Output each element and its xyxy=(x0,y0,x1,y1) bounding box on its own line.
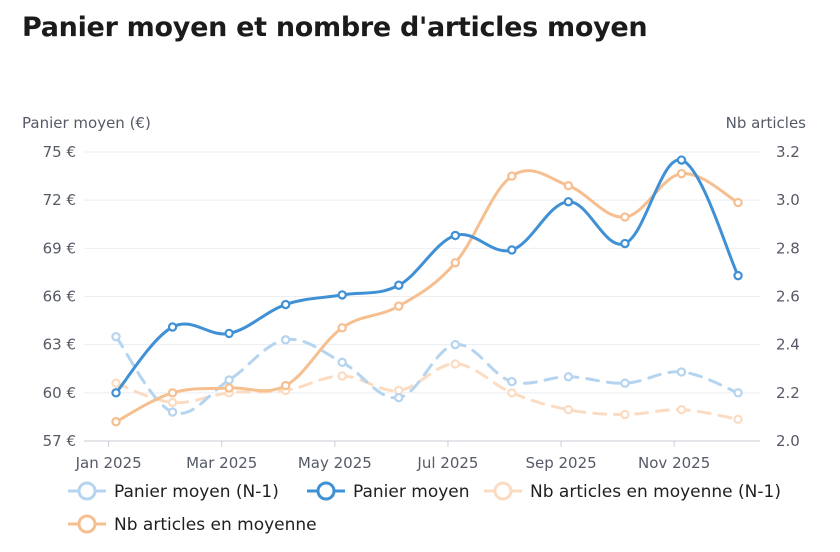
grid-lines xyxy=(84,151,760,442)
data-point[interactable] xyxy=(337,290,347,300)
legend-item[interactable]: Panier moyen xyxy=(307,481,470,502)
y-right-tick-label: 2.8 xyxy=(776,239,800,257)
data-point[interactable] xyxy=(507,171,517,181)
data-point[interactable] xyxy=(733,270,743,281)
x-tick-label: Jul 2025 xyxy=(416,454,478,472)
data-point[interactable] xyxy=(563,197,574,207)
y-left-tick-label: 66 € xyxy=(43,288,76,306)
legend-item[interactable]: Nb articles en moyenne (N-1) xyxy=(484,481,781,502)
data-point[interactable] xyxy=(111,388,121,398)
data-point[interactable] xyxy=(563,181,574,191)
y-right-axis-title: Nb articles xyxy=(726,114,807,132)
data-point[interactable] xyxy=(563,404,574,415)
data-point[interactable] xyxy=(167,397,178,408)
data-point[interactable] xyxy=(224,383,234,393)
data-point[interactable] xyxy=(111,331,121,342)
data-point[interactable] xyxy=(507,376,517,387)
x-tick-label: Sep 2025 xyxy=(525,454,596,472)
series-3 xyxy=(111,168,743,427)
x-tick-label: May 2025 xyxy=(298,454,372,472)
data-point[interactable] xyxy=(733,388,743,398)
x-tick-label: Mar 2025 xyxy=(186,454,257,472)
y-right-tick-label: 3.2 xyxy=(776,143,800,161)
data-point[interactable] xyxy=(394,301,404,311)
y-right-tick-label: 2.4 xyxy=(776,336,800,354)
legend-item[interactable]: Panier moyen (N-1) xyxy=(68,481,279,502)
legend-marker xyxy=(316,481,336,501)
data-point[interactable] xyxy=(111,417,121,427)
data-point[interactable] xyxy=(280,335,291,345)
data-point[interactable] xyxy=(620,378,630,388)
data-point[interactable] xyxy=(394,392,404,403)
y-left-tick-label: 63 € xyxy=(43,336,76,354)
data-point[interactable] xyxy=(111,378,121,388)
data-point[interactable] xyxy=(337,371,347,381)
y-left-axis-title: Panier moyen (€) xyxy=(22,114,151,132)
y-left-tick-label: 72 € xyxy=(43,191,76,209)
data-point[interactable] xyxy=(337,357,347,368)
legend-marker xyxy=(77,481,97,501)
data-point[interactable] xyxy=(620,212,630,222)
data-point[interactable] xyxy=(167,388,178,398)
data-point[interactable] xyxy=(280,380,291,391)
legend-label: Nb articles en moyenne (N-1) xyxy=(530,482,781,502)
series-line xyxy=(114,335,740,415)
chart-title: Panier moyen et nombre d'articles moyen xyxy=(22,12,648,43)
y-right-tick-label: 2.6 xyxy=(776,288,800,306)
series-line xyxy=(114,158,740,395)
y-left-tick-label: 75 € xyxy=(43,143,76,161)
series-lines xyxy=(111,155,743,427)
legend-marker xyxy=(77,514,97,534)
x-tick-label: Nov 2025 xyxy=(638,454,710,472)
data-point[interactable] xyxy=(733,414,743,425)
data-point[interactable] xyxy=(224,328,234,339)
data-point[interactable] xyxy=(167,407,178,417)
legend-label: Panier moyen xyxy=(353,482,470,502)
series-1 xyxy=(111,155,743,398)
data-point[interactable] xyxy=(507,245,517,255)
x-tick-label: Jan 2025 xyxy=(75,454,142,472)
y-right-tick-label: 2.0 xyxy=(776,432,800,450)
series-0 xyxy=(111,331,743,417)
data-point[interactable] xyxy=(450,339,460,350)
y-right-ticks: 3.2 3.0 2.8 2.6 2.4 2.2 2.0 xyxy=(776,143,800,450)
y-right-tick-label: 3.0 xyxy=(776,191,800,209)
data-point[interactable] xyxy=(337,323,347,333)
data-point[interactable] xyxy=(620,238,630,249)
legend-item[interactable]: Nb articles en moyenne xyxy=(68,514,317,535)
data-point[interactable] xyxy=(394,385,404,396)
data-point[interactable] xyxy=(280,299,291,310)
y-left-tick-label: 60 € xyxy=(43,384,76,402)
data-point[interactable] xyxy=(450,258,460,268)
data-point[interactable] xyxy=(224,375,234,385)
legend-label: Nb articles en moyenne xyxy=(114,515,317,535)
data-point[interactable] xyxy=(676,367,687,377)
data-point[interactable] xyxy=(507,388,517,398)
y-right-tick-label: 2.2 xyxy=(776,384,800,402)
legend: Panier moyen (N-1) Panier moyen Nb article… xyxy=(68,481,781,535)
data-point[interactable] xyxy=(676,168,687,179)
data-point[interactable] xyxy=(733,197,743,208)
data-point[interactable] xyxy=(394,280,404,290)
data-point[interactable] xyxy=(450,359,460,369)
y-left-tick-label: 57 € xyxy=(43,432,76,450)
y-left-tick-label: 69 € xyxy=(43,239,76,257)
data-point[interactable] xyxy=(620,409,630,420)
y-left-ticks: 75 € 72 € 69 € 66 € 63 € 60 € 57 € xyxy=(43,143,76,450)
x-ticks: Jan 2025 Mar 2025 May 2025 Jul 2025 Sep 2025… xyxy=(75,440,760,472)
legend-label: Panier moyen (N-1) xyxy=(114,482,279,502)
legend-marker xyxy=(493,481,513,501)
data-point[interactable] xyxy=(450,230,460,241)
data-point[interactable] xyxy=(676,404,687,415)
data-point[interactable] xyxy=(676,155,687,165)
data-point[interactable] xyxy=(563,372,574,382)
data-point[interactable] xyxy=(167,322,178,332)
